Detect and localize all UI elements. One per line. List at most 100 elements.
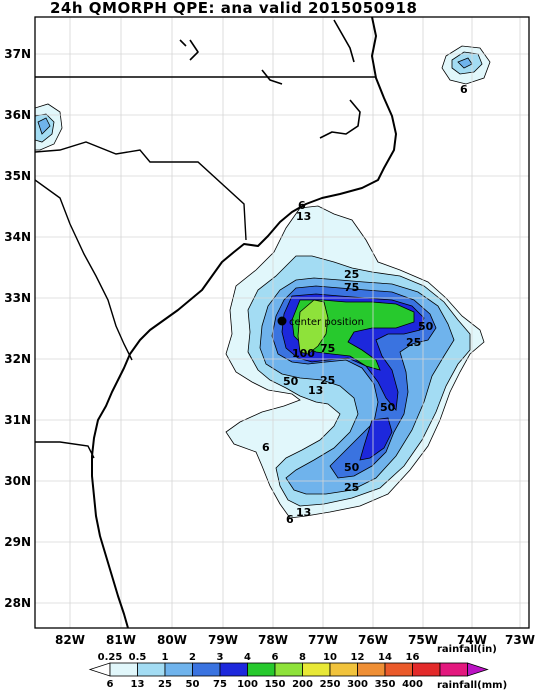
contour-label: 25 — [344, 481, 359, 494]
contour-label: 6 — [262, 441, 270, 454]
contour-label: 6 — [460, 83, 468, 96]
center-position-marker — [277, 316, 287, 326]
lon-label: 80W — [157, 633, 187, 647]
contour-label: 13 — [296, 506, 311, 519]
lat-label: 34N — [4, 230, 31, 244]
lon-label: 82W — [55, 633, 85, 647]
contour-label: 50 — [283, 375, 299, 388]
lat-label: 32N — [4, 352, 31, 366]
colorbar-legend: 0.25 0.5 1 2 3 4 6 8 10 12 14 166 13 25 50 75 100 150 200 2… — [88, 652, 489, 690]
colorbar-segment — [329, 662, 358, 677]
lon-label: 76W — [358, 633, 388, 647]
colorbar-segment — [109, 662, 138, 677]
colorbar-inch-tick: 0.5 — [129, 652, 147, 663]
colorbar-segment — [219, 662, 248, 677]
sound-shore — [319, 99, 361, 139]
contour-label: 50 — [344, 461, 360, 474]
colorbar-inch-tick: 16 — [406, 652, 420, 663]
colorbar-inch-tick: 4 — [244, 652, 251, 663]
colorbar-segment — [384, 662, 413, 677]
colorbar-inch-tick: 3 — [217, 652, 224, 663]
colorbar-mm-tick: 400 — [402, 679, 423, 690]
colorbar-inch-tick: 10 — [323, 652, 337, 663]
colorbar-unit-inch: rainfall(in) — [437, 644, 497, 655]
contour-label: 75 — [344, 281, 359, 294]
w-cell-inner — [37, 117, 51, 135]
map-title: 24h QMORPH QPE: ana valid 2015050918 — [50, 0, 418, 17]
colorbar-segment — [137, 662, 166, 677]
colorbar-mm-tick: 6 — [107, 679, 114, 690]
ga-fl-border — [35, 441, 95, 459]
longitude-labels: 82W 81W 80W 79W 78W 77W 76W 75W 74W 73W — [55, 633, 535, 647]
contour-label: 6 — [286, 513, 294, 526]
colorbar-mm-tick: 200 — [292, 679, 313, 690]
lat-lon-grid — [35, 17, 529, 628]
colorbar-segment — [357, 662, 386, 677]
contour-fill-150 — [297, 299, 329, 355]
colorbar-mm-tick: 350 — [375, 679, 396, 690]
sc-ga-border — [35, 179, 133, 361]
bay-shore — [333, 19, 355, 63]
colorbar-segment — [192, 662, 221, 677]
lon-label: 79W — [208, 633, 238, 647]
contour-label: 13 — [296, 210, 311, 223]
contour-label: 75 — [320, 342, 335, 355]
colorbar-min-arrow — [88, 662, 111, 677]
rainfall-contours — [35, 45, 491, 519]
coastlines — [91, 17, 397, 628]
lat-label: 37N — [4, 47, 31, 61]
colorbar-inch-tick: 8 — [299, 652, 306, 663]
east-coastline — [91, 17, 397, 628]
contour-label: 25 — [406, 336, 421, 349]
contour-label: 50 — [380, 401, 396, 414]
colorbar-inch-tick: 1 — [162, 652, 169, 663]
inlet-3 — [179, 39, 187, 47]
colorbar-segment — [302, 662, 331, 677]
colorbar-mm-tick: 100 — [237, 679, 258, 690]
lat-label: 28N — [4, 596, 31, 610]
lat-label: 36N — [4, 108, 31, 122]
contour-label: 25 — [344, 268, 359, 281]
colorbar-inch-tick: 14 — [378, 652, 392, 663]
lat-label: 35N — [4, 169, 31, 183]
lat-label: 29N — [4, 535, 31, 549]
lon-label: 74W — [457, 633, 487, 647]
colorbar-mm-tick: 50 — [186, 679, 200, 690]
colorbar-mm-tick: 150 — [265, 679, 286, 690]
colorbar-unit-mm: rainfall(mm) — [437, 680, 507, 691]
lon-label: 75W — [408, 633, 438, 647]
lon-label: 77W — [308, 633, 338, 647]
colorbar-inch-tick: 0.25 — [98, 652, 123, 663]
colorbar-max-arrow — [467, 662, 489, 677]
lat-label: 33N — [4, 291, 31, 305]
latitude-labels: 37N 36N 35N 34N 33N 32N 31N 30N 29N 28N — [4, 47, 31, 610]
lon-label: 81W — [106, 633, 136, 647]
colorbar-segment — [247, 662, 276, 677]
contour-label: 25 — [320, 374, 335, 387]
lon-label: 73W — [505, 633, 535, 647]
colorbar-segment — [439, 662, 468, 677]
colorbar-mm-tick: 250 — [320, 679, 341, 690]
colorbar-mm-tick: 75 — [213, 679, 227, 690]
colorbar-inch-tick: 2 — [189, 652, 196, 663]
colorbar-mm-tick: 13 — [131, 679, 145, 690]
contour-label: 100 — [292, 347, 315, 360]
lat-label: 31N — [4, 413, 31, 427]
colorbar-inch-tick: 6 — [272, 652, 279, 663]
lat-label: 30N — [4, 474, 31, 488]
colorbar-mm-tick: 300 — [347, 679, 368, 690]
lon-label: 78W — [258, 633, 288, 647]
inlet-1 — [261, 69, 283, 85]
contour-label: 13 — [308, 384, 323, 397]
colorbar-segment — [274, 662, 303, 677]
state-borders — [35, 76, 376, 459]
nc-sc-border — [35, 141, 247, 241]
contour-label: 50 — [418, 320, 434, 333]
center-position-label: center position — [289, 317, 364, 328]
colorbar-inch-tick: 12 — [351, 652, 365, 663]
inlet-2 — [189, 39, 199, 61]
colorbar-segment — [412, 662, 441, 677]
plot-frame — [34, 16, 530, 629]
contour-label: 6 — [298, 199, 306, 212]
